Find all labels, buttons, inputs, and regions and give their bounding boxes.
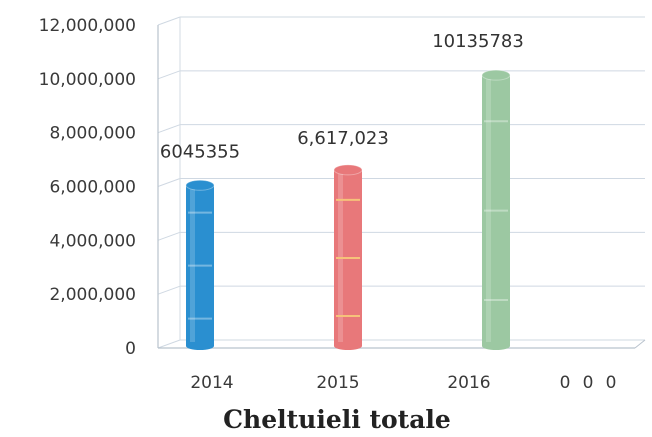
bar-top bbox=[481, 69, 511, 81]
y-tick-label: 12,000,000 bbox=[39, 16, 136, 36]
gridline-depth bbox=[157, 16, 181, 26]
data-label: 6,617,023 bbox=[297, 128, 389, 149]
gridline-depth bbox=[157, 285, 181, 295]
bar-base bbox=[186, 342, 214, 350]
y-tick-label: 4,000,000 bbox=[49, 231, 136, 251]
axes bbox=[157, 17, 646, 349]
x-tick-label: 2016 bbox=[447, 373, 490, 393]
gridline-depth bbox=[157, 178, 181, 187]
data-label: 10135783 bbox=[432, 31, 524, 52]
bar-base bbox=[482, 342, 510, 350]
x-tick-label: 2015 bbox=[316, 373, 359, 393]
bar bbox=[481, 69, 511, 350]
gridline-depth bbox=[157, 124, 181, 134]
bar bbox=[333, 164, 363, 350]
grid bbox=[157, 16, 645, 349]
bar bbox=[185, 179, 215, 350]
data-labels: 6045355 6,617,023 10135783 bbox=[160, 31, 524, 162]
bar-body bbox=[482, 75, 510, 347]
x-axis-ticks: 2014 2015 2016 0 0 0 bbox=[190, 373, 616, 393]
x-tick-label-extra: 0 bbox=[560, 373, 571, 393]
y-tick-label: 8,000,000 bbox=[49, 124, 136, 144]
chart-title: Cheltuieli totale bbox=[223, 405, 451, 434]
bar-top bbox=[185, 179, 215, 191]
data-label: 6045355 bbox=[160, 141, 240, 162]
bar-highlight bbox=[190, 189, 195, 342]
floor-edge bbox=[634, 339, 646, 349]
bar-body bbox=[186, 185, 214, 346]
y-tick-label: 6,000,000 bbox=[49, 178, 136, 198]
gridline-depth bbox=[157, 70, 181, 80]
gridline-depth bbox=[157, 339, 181, 349]
x-tick-label-extra: 0 bbox=[583, 373, 594, 393]
x-tick-label: 2014 bbox=[190, 373, 233, 393]
bar-top bbox=[333, 164, 363, 176]
y-axis-ticks: 0 2,000,000 4,000,000 6,000,000 8,000,000 10,… bbox=[39, 16, 136, 359]
bar-highlight bbox=[486, 79, 491, 343]
y-tick-label: 10,000,000 bbox=[39, 70, 136, 90]
bars bbox=[185, 69, 511, 350]
y-tick-label: 0 bbox=[125, 339, 136, 359]
gridline-depth bbox=[157, 231, 181, 241]
bar-base bbox=[334, 342, 362, 350]
y-tick-label: 2,000,000 bbox=[49, 285, 136, 305]
x-tick-label-extra: 0 bbox=[606, 373, 617, 393]
